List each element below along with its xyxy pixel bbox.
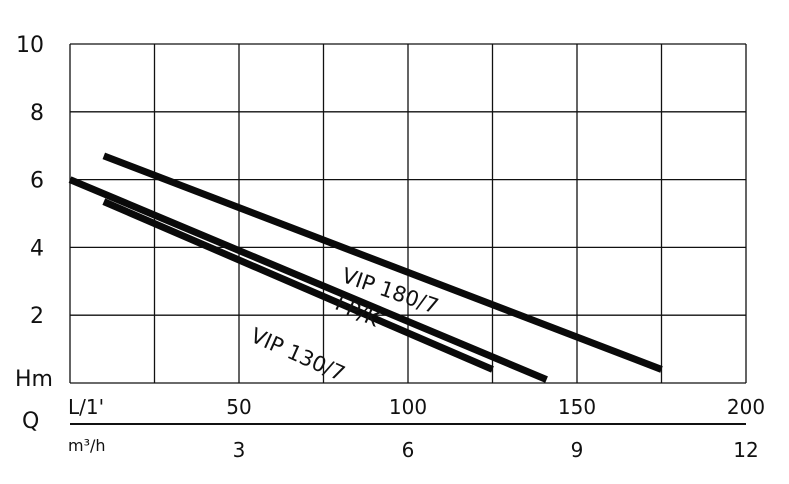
x-axis-secondary-unit: m³/h [68,436,106,455]
y-tick-label: 6 [30,169,44,194]
y-tick-label: 10 [16,33,44,58]
x-secondary-tick-label: 6 [402,438,415,462]
x-axis-primary-unit: L/1' [68,395,104,419]
x-primary-tick-label: 100 [389,395,427,419]
series-line [102,198,494,373]
y-tick-label: 4 [30,236,44,261]
series-lines [68,152,663,383]
series-line [102,152,663,373]
x-axis-label: Q [22,409,39,434]
x-secondary-tick-label: 3 [233,438,246,462]
x-secondary-tick-label: 9 [571,438,584,462]
y-tick-label: 2 [30,304,44,329]
x-primary-tick-label: 50 [226,395,251,419]
grid [69,43,747,384]
x-primary-tick-label: 150 [558,395,596,419]
axes: 2 4 6 8 10 Hm Q L/1' 50 100 150 200 m³/h 3 6 9 12 [15,33,765,462]
y-axis-label: Hm [15,367,53,392]
x-primary-tick-label: 200 [727,395,765,419]
x-secondary-tick-label: 12 [733,438,758,462]
series-line [68,176,548,383]
y-tick-label: 8 [30,101,44,126]
series-label: VIP 130/7 [247,323,349,386]
